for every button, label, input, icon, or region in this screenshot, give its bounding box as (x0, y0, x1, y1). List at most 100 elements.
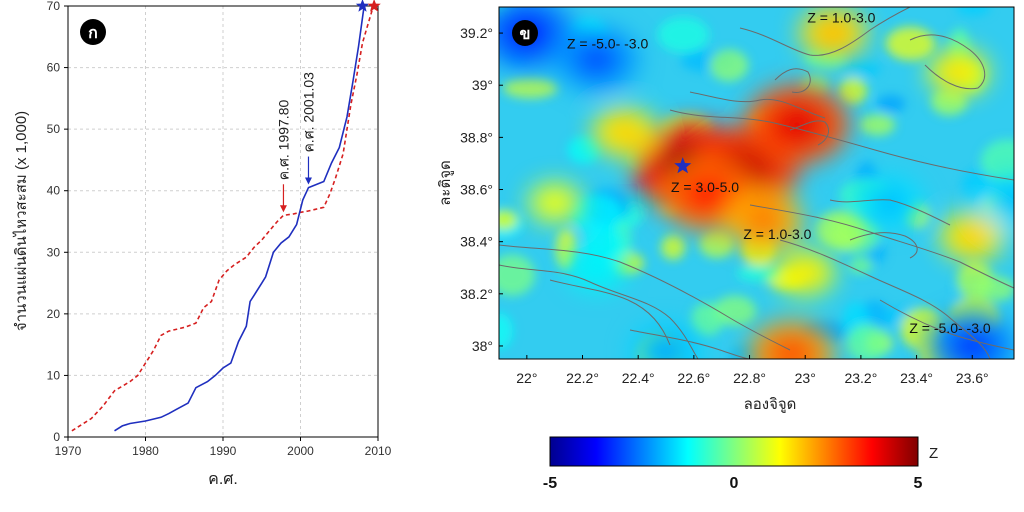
x-tick-label: 22.4° (622, 370, 655, 386)
texture-blob (931, 88, 967, 116)
dashed-series-line (71, 5, 375, 432)
series-lines (71, 5, 375, 432)
texture-blob (503, 77, 558, 99)
texture-blob (956, 7, 991, 16)
hotspot-core (955, 223, 990, 250)
annotation-arrowhead (279, 205, 287, 213)
colorbar-tick-label: -5 (543, 475, 557, 492)
texture-blob (661, 235, 686, 260)
x-axis-label: ลองจิจูด (744, 396, 797, 413)
texture-blob (885, 26, 935, 61)
texture-blob (499, 312, 513, 350)
solid-series-line (114, 5, 365, 432)
texture-blob (499, 210, 518, 230)
annotations: ค.ศ. 1997.80 ค.ศ. 2001.03 (275, 72, 316, 213)
y-tick-label: 39° (472, 77, 493, 93)
x-tick-label: 23° (795, 370, 816, 386)
texture-blob (859, 114, 896, 136)
cumulative-earthquake-chart: 1970 1980 1990 2000 2010 0 10 20 30 40 50 60 70 ค.ศ.… (12, 0, 392, 488)
hotspot-core (768, 102, 825, 147)
hotspot-core (942, 59, 975, 85)
zone-label: Z = 1.0-3.0 (807, 10, 875, 26)
map-frame (498, 6, 1015, 360)
x-tick-label: 22° (516, 370, 537, 386)
y-tick-label: 39.2° (460, 25, 493, 41)
hotspot-core (742, 204, 785, 238)
y-axis-label: ละติจูด (437, 160, 454, 206)
x-tick-label: 2000 (287, 444, 314, 458)
x-axis-label: ค.ศ. (208, 471, 238, 488)
hotspot-core (996, 188, 1014, 217)
texture-blob (974, 276, 1014, 302)
panel-label: ข (520, 26, 531, 43)
texture-blob (569, 194, 622, 234)
coastlines (499, 7, 1014, 359)
star-markers (355, 0, 381, 12)
y-tick-label: 70 (47, 0, 61, 13)
hotspot-core (607, 119, 642, 146)
y-tick-label: 50 (47, 122, 61, 136)
zone-labels: Z = -5.0- -3.0 Z = 1.0-3.0 Z = 3.0-5.0 Z = … (567, 10, 991, 336)
texture-blob (838, 77, 868, 105)
z-value-map: Z = -5.0- -3.0 Z = 1.0-3.0 Z = 3.0-5.0 Z = … (437, 6, 1015, 492)
zone-label: Z = -5.0- -3.0 (567, 36, 649, 52)
panel-label: ก (88, 25, 98, 42)
y-tick-label: 38.6° (460, 182, 493, 198)
y-tick-label: 38.8° (460, 129, 493, 145)
y-tick-label: 0 (53, 430, 60, 444)
hotspot-core (768, 335, 815, 359)
hotspot-core (573, 41, 620, 78)
y-tick-label: 10 (47, 368, 61, 382)
y-tick-label: 60 (47, 61, 61, 75)
hotspot-core (815, 19, 852, 48)
colorbar-tick-label: 0 (730, 475, 739, 492)
y-tick-label: 38.4° (460, 234, 493, 250)
texture-blob (838, 60, 881, 77)
zone-label: Z = 3.0-5.0 (671, 179, 739, 195)
y-tick-label: 38° (472, 338, 493, 354)
hotspot-core (682, 174, 734, 215)
colorbar-tick-label: 5 (914, 475, 923, 492)
x-tick-label: 22.6° (677, 370, 710, 386)
colorbar-label: Z (929, 445, 938, 462)
texture-blob (567, 135, 601, 164)
x-tick-label: 2010 (365, 444, 392, 458)
x-tick-label: 22.8° (733, 370, 766, 386)
axis-ticks: 1970 1980 1990 2000 2010 0 10 20 30 40 50 60 70 (47, 0, 392, 458)
star-marker (367, 0, 381, 12)
y-axis-label: จำนวนแผ่นดินไหวสะสม (x 1,000) (12, 111, 30, 331)
texture-blob (691, 302, 724, 336)
hotspot-field (499, 7, 1014, 359)
texture-blob (736, 265, 784, 282)
hotspot-core (948, 327, 997, 359)
y-tick-label: 30 (47, 245, 61, 259)
x-tick-label: 1980 (132, 444, 159, 458)
x-tick-label: 1990 (210, 444, 237, 458)
texture-blob (699, 230, 734, 258)
colorbar (549, 436, 919, 467)
hotspot-core (580, 255, 612, 280)
x-tick-label: 23.2° (844, 370, 877, 386)
hotspot-core (647, 336, 685, 359)
hotspot-core (540, 191, 569, 214)
x-tick-label: 22.2° (566, 370, 599, 386)
annotation-label: ค.ศ. 2001.03 (300, 72, 316, 153)
epicenter-marker (674, 157, 692, 174)
colorbar-ticks: -5 0 5 (543, 475, 923, 492)
star-marker (355, 0, 370, 12)
texture-blob (657, 17, 710, 53)
texture-blob (846, 324, 888, 359)
texture-blob (499, 254, 535, 296)
map-field: Z = -5.0- -3.0 Z = 1.0-3.0 Z = 3.0-5.0 Z = … (499, 7, 1014, 359)
annotation-arrowhead (304, 177, 312, 185)
zone-label: Z = -5.0- -3.0 (909, 320, 991, 336)
y-tick-label: 20 (47, 307, 61, 321)
panel-label-badge (80, 19, 106, 45)
x-tick-label: 23.6° (956, 370, 989, 386)
texture-blob (876, 94, 906, 113)
y-tick-label: 38.2° (460, 286, 493, 302)
grid-lines (67, 5, 379, 438)
texture-blob (709, 49, 749, 82)
texture-blob (980, 139, 1014, 183)
axis-ticks: 22° 22.2° 22.4° 22.6° 22.8° 23° 23.2° 23.4° 23.6… (460, 25, 989, 386)
